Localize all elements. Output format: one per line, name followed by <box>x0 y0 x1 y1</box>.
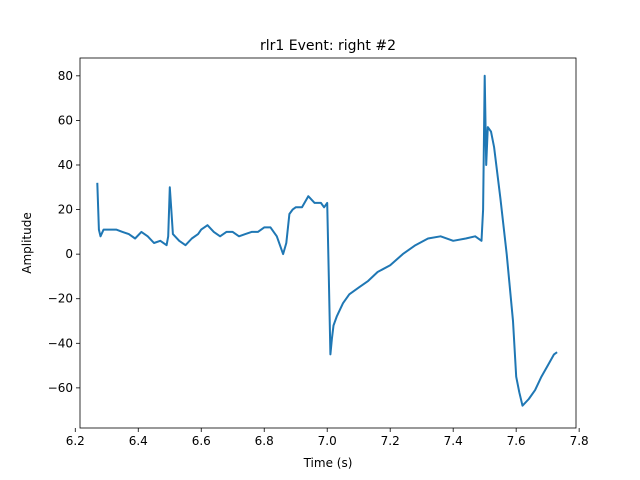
y-tick-label: −20 <box>48 292 73 306</box>
y-axis-ticks: −60 −40 −20 0 20 40 60 80 <box>48 69 80 395</box>
series-layer <box>96 74 558 407</box>
x-tick-label: 7.0 <box>318 434 337 448</box>
y-tick-label: 80 <box>58 69 73 83</box>
y-tick-label: 20 <box>58 203 73 217</box>
x-axis-label: Time (s) <box>303 456 353 470</box>
x-tick-label: 6.6 <box>192 434 211 448</box>
x-tick-label: 6.8 <box>255 434 274 448</box>
x-tick-label: 7.8 <box>570 434 589 448</box>
x-tick-label: 7.4 <box>444 434 463 448</box>
x-tick-label: 6.2 <box>66 434 85 448</box>
y-tick-label: −40 <box>48 336 73 350</box>
chart-title: rlr1 Event: right #2 <box>260 38 396 54</box>
x-tick-label: 6.4 <box>129 434 148 448</box>
x-tick-label: 7.2 <box>381 434 400 448</box>
y-tick-label: 0 <box>65 247 73 261</box>
x-tick-label: 7.6 <box>507 434 526 448</box>
y-tick-label: 60 <box>58 113 73 127</box>
plot-frame <box>79 57 577 429</box>
x-axis-ticks: 6.2 6.4 6.6 6.8 7.0 7.2 7.4 7.6 7.8 <box>66 428 589 448</box>
y-tick-label: 40 <box>58 158 73 172</box>
y-tick-label: −60 <box>48 381 73 395</box>
series-line-0 <box>96 74 558 407</box>
y-axis-label: Amplitude <box>20 212 34 274</box>
